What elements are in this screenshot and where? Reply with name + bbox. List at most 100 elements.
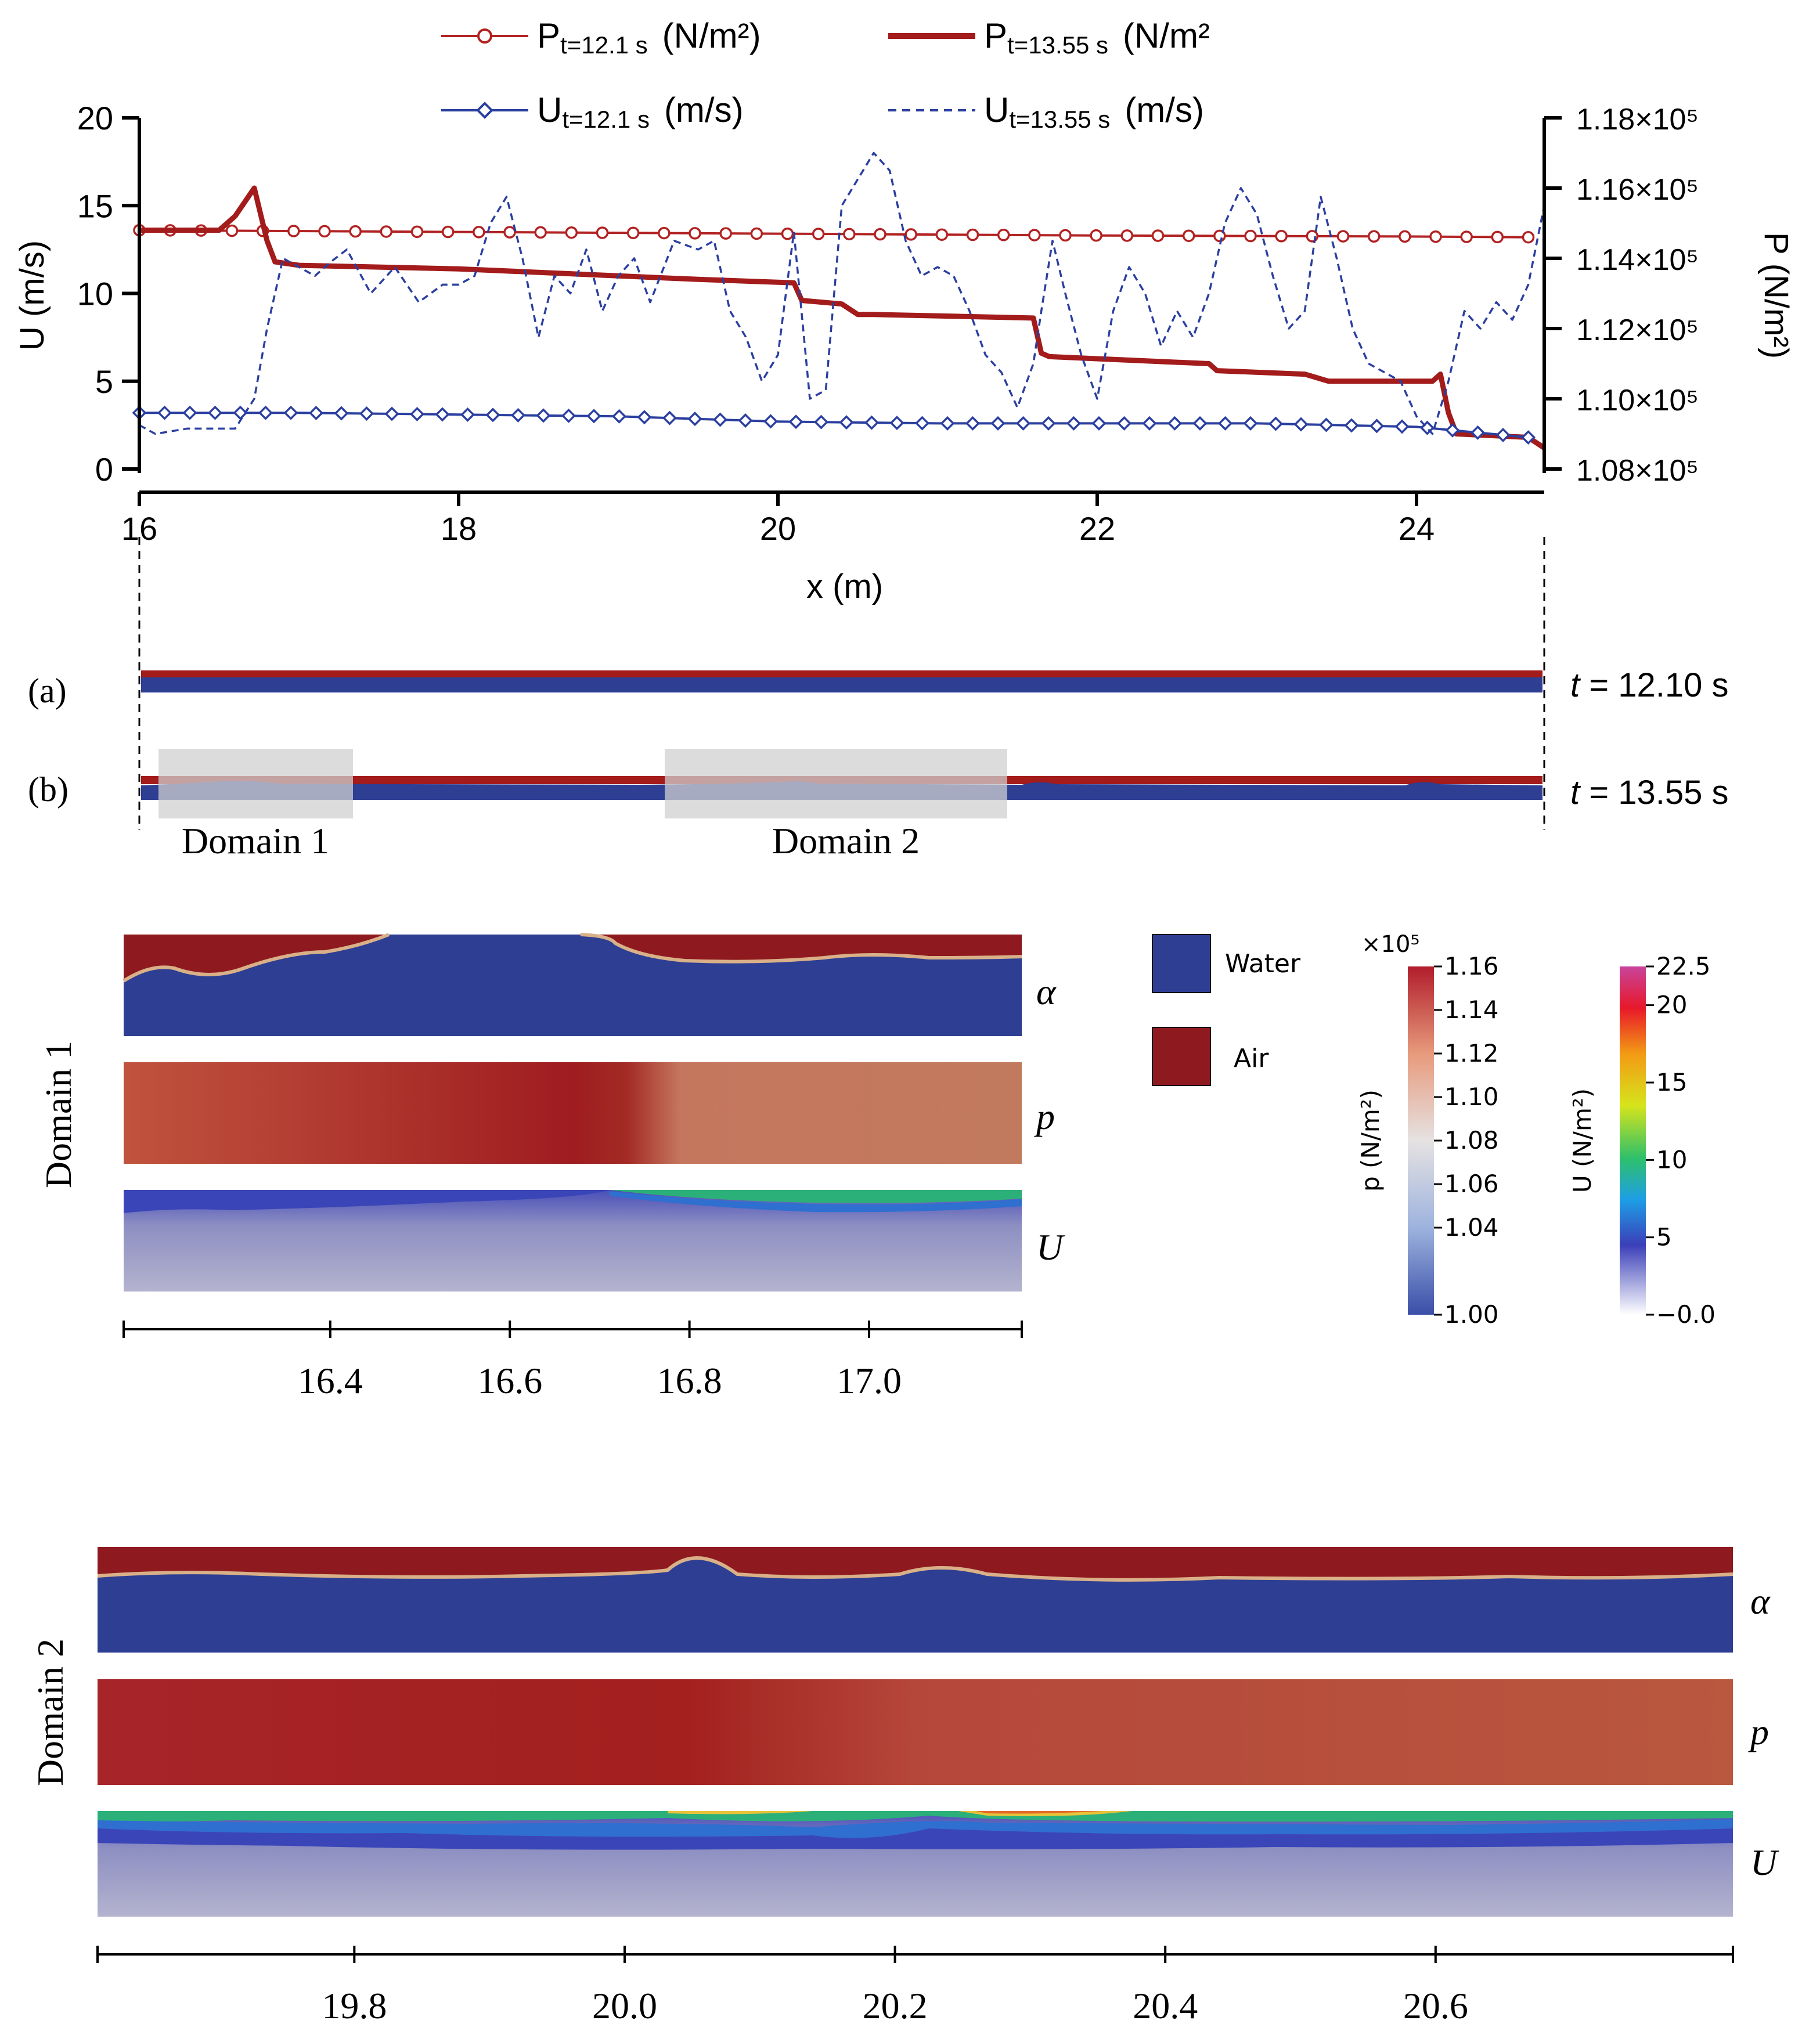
y-right-tick-label: 1.12×10⁵ (1576, 313, 1699, 347)
series-point (1399, 230, 1411, 243)
series-point (1028, 229, 1041, 241)
domain1-velocity-panel (124, 1190, 1022, 1292)
pressure-colorbar-tick-label: 1.12 (1444, 1039, 1499, 1067)
series-point (1091, 416, 1107, 431)
series-point (874, 228, 886, 241)
series-point (612, 409, 626, 424)
x-tick-label: 24 (1399, 510, 1435, 547)
series-point (626, 226, 640, 240)
series-point (1460, 230, 1473, 243)
series-point (814, 414, 828, 430)
series-point (1344, 418, 1359, 433)
y-left-axis-label: U (m/s) (13, 240, 51, 351)
series-point (384, 406, 399, 421)
y-right-tick-label: 1.16×10⁵ (1576, 173, 1699, 207)
series-point (225, 224, 239, 237)
series-point (511, 407, 525, 423)
series-point (1275, 229, 1288, 243)
water-label: Water (1225, 949, 1301, 979)
series-point (1192, 416, 1208, 431)
domain-tick-label: 19.8 (322, 1985, 387, 2026)
strip-a-time: t = 12.10 s (1570, 666, 1728, 704)
domain-tick-label: 20.2 (863, 1985, 928, 2026)
series-point (380, 225, 393, 238)
series-point (258, 405, 273, 420)
series-point (1293, 417, 1309, 432)
air-swatch (1152, 1027, 1211, 1086)
series-point (435, 407, 450, 422)
domain1-highlight (158, 749, 353, 818)
domain2-u-label: U (1750, 1842, 1779, 1883)
series-point (915, 416, 929, 431)
svg-text:Pt=12.1 s(N/m²): Pt=12.1 s (N/m²) (537, 16, 761, 59)
series-point (565, 226, 578, 239)
domain2-pressure-panel (98, 1679, 1733, 1785)
domain1-alpha-label: α (1036, 971, 1057, 1012)
series-line-2 (139, 412, 1529, 439)
y-left-tick-label: 5 (95, 363, 113, 400)
y-left-tick-label: 20 (77, 100, 113, 136)
series-line-0 (139, 229, 1529, 239)
strip-b-time: t = 13.55 s (1570, 774, 1728, 811)
y-right-tick-label: 1.10×10⁵ (1576, 384, 1699, 417)
series-point (864, 415, 879, 430)
pressure-colorbar-label: p (N/m²) (1356, 1090, 1385, 1192)
velocity-colorbar-tick-label: 5 (1656, 1223, 1672, 1251)
y-left-tick-label: 10 (77, 276, 113, 312)
series-point (1429, 230, 1442, 243)
domain2-side-label: Domain 2 (30, 1639, 71, 1786)
domain2-label: Domain 2 (772, 820, 920, 861)
domain1-alpha-panel (122, 933, 1022, 1036)
series-point (1369, 419, 1384, 434)
x-axis-label: x (m) (806, 568, 883, 605)
series-point (1306, 230, 1319, 243)
series-point (1041, 416, 1056, 431)
series-point (1394, 419, 1410, 434)
domain1-panels: Domain 1 α p U 16.4 16.6 16.8 17.0 (38, 933, 1065, 1401)
series-point (1151, 229, 1165, 242)
velocity-colorbar-tick-label: 15 (1656, 1068, 1687, 1096)
domain1-pressure-panel (124, 1062, 1022, 1164)
series-point (1521, 430, 1536, 445)
domain2-alpha-label: α (1750, 1581, 1771, 1622)
domain1-side-label: Domain 1 (38, 1041, 79, 1188)
strip-a-water (141, 677, 1543, 692)
series-point (1066, 416, 1081, 431)
water-swatch (1152, 934, 1211, 993)
series-point (441, 225, 455, 239)
series-point (997, 229, 1010, 241)
series-point (687, 412, 702, 427)
series-point (309, 406, 323, 420)
pressure-colorbar-tick-label: 1.16 (1444, 952, 1499, 980)
series-point (1445, 423, 1460, 438)
series-point (182, 405, 197, 420)
series-point (536, 408, 551, 423)
series-layer (132, 151, 1546, 450)
x-tick-label: 22 (1079, 510, 1115, 547)
series-point (1244, 229, 1257, 243)
series-point (1117, 416, 1131, 431)
pressure-colorbar-tick-label: 1.00 (1444, 1300, 1499, 1329)
domain2-highlight (665, 749, 1007, 818)
series-point (157, 405, 172, 420)
series-point (1491, 230, 1504, 244)
domain2-panels: Domain 2 α p U 19.8 20.0 20.2 20.4 20.6 (30, 1547, 1779, 2026)
velocity-colorbar-tick-label: 22.5 (1656, 952, 1711, 980)
series-point (662, 410, 677, 425)
svg-text:Pt=13.55 s(N/m²: Pt=13.55 s (N/m² (984, 16, 1210, 59)
series-point (318, 225, 331, 238)
series-point (1522, 230, 1535, 244)
velocity-colorbar-tick-label: −0.0 (1656, 1300, 1716, 1329)
legend-entry-p-12-1: Pt=12.1 s (N/m²) (441, 16, 761, 59)
x-tick-label: 20 (760, 510, 796, 547)
legend-entry-u-12-1: Ut=12.1 s (m/s) (441, 91, 744, 133)
legend-entry-p-13-55: Pt=13.55 s (N/m² (888, 16, 1210, 59)
series-point (1336, 230, 1350, 243)
series-point (1016, 416, 1030, 431)
series-point (1167, 416, 1182, 431)
series-point (843, 228, 856, 241)
velocity-colorbar-tick-label: 20 (1656, 991, 1687, 1019)
series-point (410, 225, 424, 238)
strip-a-air (141, 670, 1543, 677)
domain-tick-label: 16.8 (657, 1360, 722, 1401)
